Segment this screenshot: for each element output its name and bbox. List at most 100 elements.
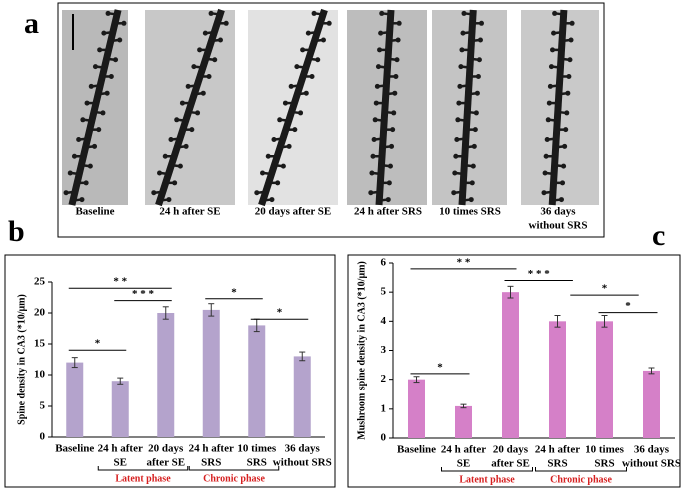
y-axis-label: Mushroom spine density in CA3 (*10/μm) [356, 261, 367, 440]
spine-head [92, 143, 98, 149]
spine-head [454, 137, 460, 143]
spine-head [551, 30, 557, 36]
image-caption: 10 times SRS [439, 206, 501, 218]
y-tick-label: 4 [381, 315, 387, 327]
spine-head [473, 110, 479, 116]
spine-head [552, 10, 558, 16]
bar [111, 381, 129, 437]
phase-bracket [535, 467, 627, 472]
spine-head [474, 90, 480, 96]
spine-head [377, 47, 383, 53]
spine-head [375, 64, 381, 70]
dendrite [375, 9, 395, 206]
image-caption: 20 days after SE [255, 206, 332, 218]
spine-head [461, 10, 467, 16]
spine-head [76, 137, 82, 143]
significance-label: * [437, 361, 443, 373]
phase-label: Chronic phase [550, 474, 612, 485]
significance-label: * * [457, 256, 471, 268]
spine-head [566, 73, 572, 79]
x-tick-label: SE [114, 457, 127, 469]
spine-head [385, 197, 391, 203]
bar [549, 321, 566, 438]
spine-head [202, 30, 208, 36]
y-axis-label: Spine density in CA3 (*10/μm) [16, 294, 27, 425]
spine-head [565, 90, 571, 96]
y-tick-label: 1 [381, 402, 387, 414]
spine-head [548, 64, 554, 70]
dendrite [258, 8, 328, 207]
spine-head [185, 83, 191, 89]
spine-head [269, 197, 275, 203]
spine-head [206, 73, 212, 79]
spine-head [200, 90, 206, 96]
spine-head [372, 117, 378, 123]
spine-head [561, 163, 567, 169]
spine-head [476, 57, 482, 63]
x-tick-label: without SRS [273, 457, 332, 469]
spine-head [87, 163, 93, 169]
spine-head [88, 83, 94, 89]
image-caption: Baseline [75, 206, 114, 218]
x-tick-label: 10 times [585, 444, 625, 456]
spine-head [369, 170, 375, 176]
spine-head [80, 117, 86, 123]
spine-head [189, 127, 195, 133]
spine-head [183, 143, 189, 149]
spine-head [545, 117, 551, 123]
spine-head [567, 57, 573, 63]
spine-head [208, 10, 214, 16]
spine-head [368, 190, 374, 196]
spine-head [451, 190, 457, 196]
image-caption: 24 h after SRS [354, 206, 422, 218]
x-tick-label: 24 h after [441, 444, 486, 456]
bar [202, 309, 220, 437]
spine-head [277, 117, 283, 123]
spine-head [292, 127, 298, 133]
spine-head [172, 180, 178, 186]
spine-head [371, 137, 377, 143]
spine-head [179, 100, 185, 106]
spine-head [469, 180, 475, 186]
x-tick-label: 36 days [634, 444, 670, 456]
spine-head [217, 37, 223, 43]
spine-head [254, 190, 260, 196]
significance-label: * [95, 338, 101, 350]
spine-head [392, 90, 398, 96]
bar [455, 405, 472, 438]
spine-head [197, 47, 203, 53]
spine-head [544, 137, 550, 143]
spine-head [386, 180, 392, 186]
spine-head [96, 127, 102, 133]
spine-head [223, 20, 229, 26]
x-tick-label: Baseline [55, 443, 94, 455]
spine-head [282, 100, 288, 106]
x-tick-label: 10 times [237, 443, 277, 455]
image-caption: 24 h after SE [159, 206, 220, 218]
panel-label: a [24, 7, 39, 40]
y-tick-label: 6 [381, 257, 387, 269]
dendrite [458, 9, 477, 206]
spine-head [460, 30, 466, 36]
x-tick-label: SRS [547, 458, 567, 470]
spine-head [275, 180, 281, 186]
bar [248, 325, 266, 437]
spine-head [97, 47, 103, 53]
spine-head [547, 83, 553, 89]
significance-label: * [231, 286, 237, 298]
spine-head [83, 180, 89, 186]
phase-bracket [188, 466, 280, 471]
bar [502, 292, 519, 438]
y-tick-label: 10 [34, 369, 46, 381]
spine-head [71, 153, 77, 159]
image-caption: without SRS [529, 220, 588, 232]
spine-head [373, 100, 379, 106]
spine-head [212, 57, 218, 63]
panel-a-frame [57, 2, 605, 238]
x-tick-label: after SE [146, 457, 185, 469]
spine-head [396, 20, 402, 26]
y-tick-label: 0 [381, 432, 387, 444]
spine-head [294, 64, 300, 70]
dendrite [155, 8, 225, 207]
y-tick-label: 5 [40, 400, 46, 412]
